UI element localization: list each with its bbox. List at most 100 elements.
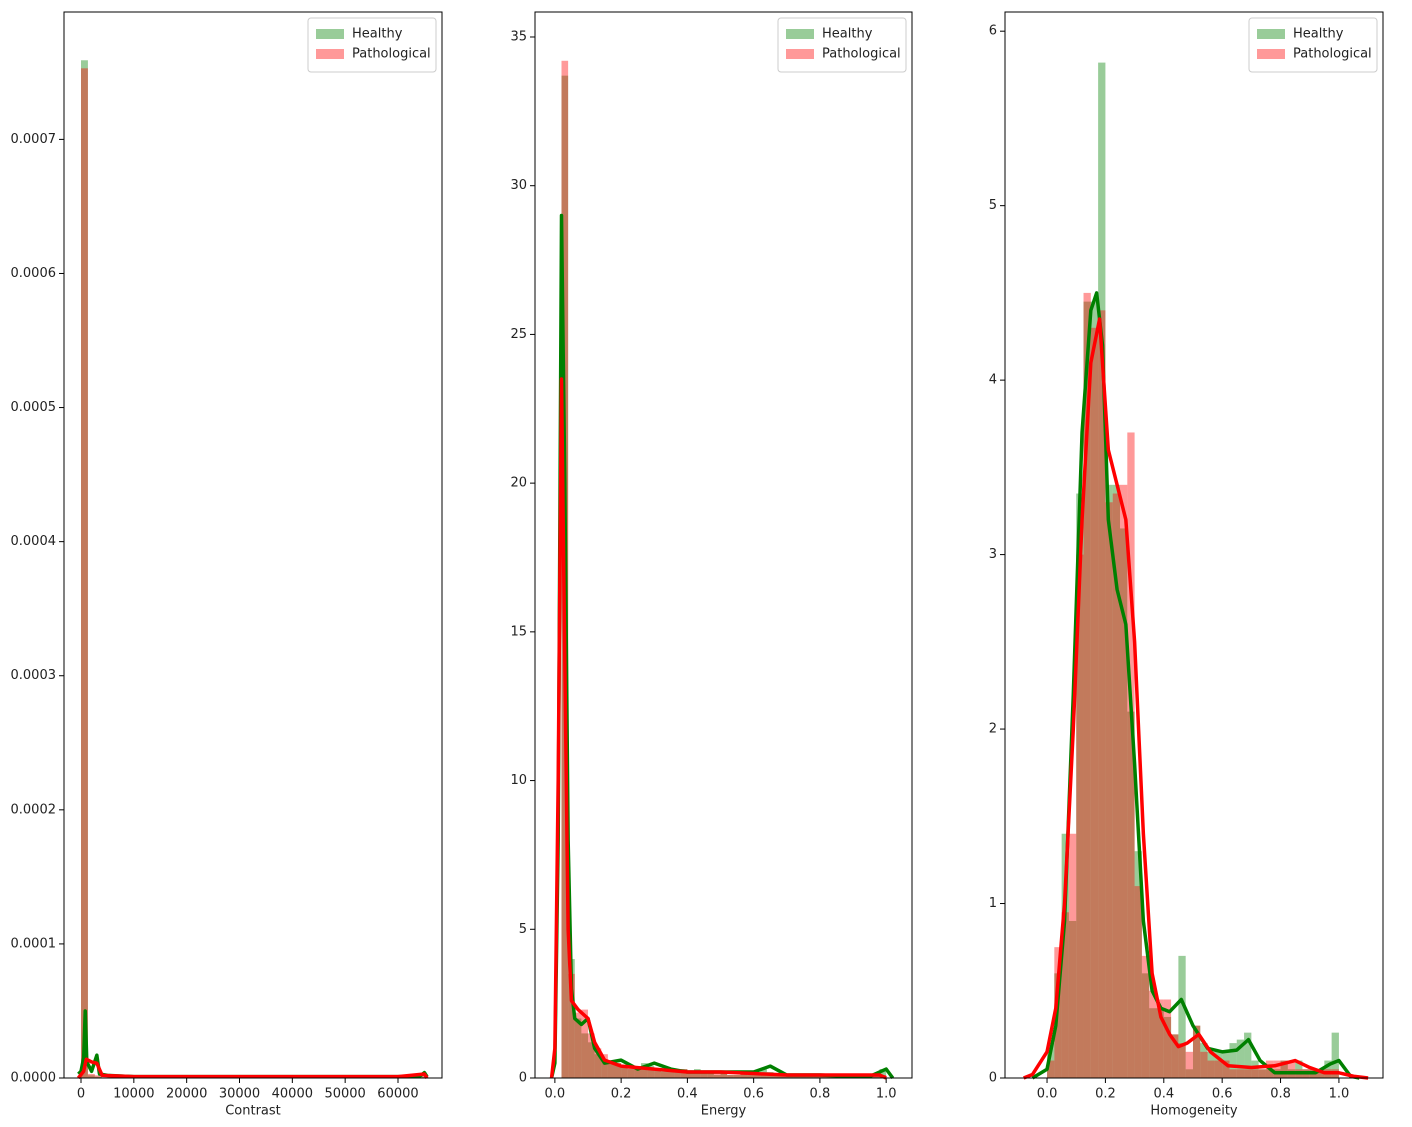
histogram-bar: [740, 1072, 748, 1078]
histogram-bar: [1054, 973, 1062, 1078]
y-tick-label: 5: [519, 922, 527, 937]
histogram-bar: [1090, 301, 1099, 1078]
histogram-bar: [87, 1075, 95, 1078]
histogram-bar: [1061, 912, 1069, 1078]
x-tick-label: 0.6: [743, 1087, 764, 1102]
histogram-bar: [660, 1069, 668, 1078]
histogram-bar: [568, 959, 575, 1078]
histogram-bar: [614, 1063, 622, 1078]
histogram-bar: [1068, 833, 1077, 1078]
histogram-bar: [1112, 484, 1121, 1079]
histogram-bar: [1178, 955, 1186, 1078]
x-tick-label: 0.8: [810, 1087, 831, 1102]
histogram-bar: [1047, 1060, 1055, 1078]
histogram-bar: [87, 1073, 95, 1078]
histogram-bar: [667, 1069, 675, 1078]
y-tick-label: 0.0003: [11, 668, 57, 683]
histogram-bar: [674, 1072, 681, 1078]
histogram-bar: [1047, 1043, 1055, 1078]
histogram-bar: [420, 1075, 428, 1078]
histogram-bar: [660, 1072, 668, 1078]
histogram-bar: [607, 1063, 615, 1078]
histogram-bar: [687, 1072, 695, 1078]
histogram-bar: [1185, 1051, 1193, 1078]
x-tick-label: 60000: [377, 1087, 418, 1102]
legend-label: Pathological: [1293, 47, 1372, 62]
histogram-bar: [568, 973, 575, 1078]
y-tick-label: 3: [989, 547, 997, 562]
histogram-bar: [1192, 1025, 1201, 1078]
histogram-bar: [1207, 1060, 1215, 1078]
histogram-bar: [1127, 711, 1135, 1078]
axes-frame: [63, 11, 443, 1079]
histogram-bar: [654, 1069, 661, 1078]
y-tick-label: 35: [510, 29, 527, 44]
histogram-bar: [1105, 502, 1113, 1078]
y-tick-label: 0.0004: [11, 534, 57, 549]
x-axis-label: Energy: [701, 1104, 747, 1119]
histogram-bar: [641, 1063, 648, 1078]
x-tick-label: 0.8: [1270, 1087, 1291, 1102]
legend-label: Pathological: [352, 47, 431, 62]
histogram-bar: [1098, 310, 1106, 1078]
histogram-bar: [727, 1075, 734, 1078]
histogram-bar: [1090, 327, 1099, 1078]
histogram-bar: [574, 1012, 582, 1078]
histogram-bar: [713, 1072, 721, 1078]
histogram-bar: [94, 1076, 102, 1078]
histogram-bar: [1098, 62, 1106, 1078]
histogram-bar: [420, 1076, 428, 1078]
histogram-bar: [607, 1060, 615, 1078]
histogram-bar: [1244, 1069, 1252, 1078]
y-tick-label: 0: [519, 1071, 527, 1086]
histogram-bar: [1149, 1008, 1157, 1078]
histogram-bar: [1273, 1060, 1281, 1078]
x-tick-label: 1.0: [876, 1087, 897, 1102]
histogram-bar: [687, 1072, 695, 1078]
histogram-bar: [94, 1075, 102, 1078]
histogram-bar: [1229, 1069, 1237, 1078]
y-tick-label: 2: [989, 722, 997, 737]
y-tick-label: 0.0006: [11, 266, 57, 281]
histogram-bar: [760, 1075, 767, 1078]
histogram-bar: [1120, 484, 1128, 1079]
x-tick-label: 0.0: [545, 1087, 566, 1102]
histogram-bar: [720, 1072, 728, 1078]
histogram-bar: [1258, 1069, 1266, 1078]
x-tick-label: 0.2: [611, 1087, 632, 1102]
histogram-bar: [713, 1075, 721, 1078]
histogram-bar: [621, 1066, 628, 1078]
histogram-bar: [694, 1072, 701, 1078]
histogram-bar: [594, 1048, 602, 1078]
subplot: 0.0000 0.0001 0.0002 0.0003 0.0004 0.0005 0.00…: [11, 11, 443, 1119]
histogram-bar: [1214, 1060, 1223, 1078]
x-tick-label: 30000: [219, 1087, 260, 1102]
histogram-bar: [588, 1042, 595, 1078]
kde-line: [76, 1057, 429, 1080]
histogram-bar: [700, 1072, 708, 1078]
histogram-bar: [1141, 973, 1150, 1078]
x-tick-label: 20000: [166, 1087, 207, 1102]
histogram-bar: [707, 1072, 714, 1078]
histogram-bar: [1324, 1060, 1332, 1078]
histogram-bar: [680, 1069, 688, 1078]
legend-swatch: [1257, 49, 1285, 59]
histogram-bar: [1127, 432, 1135, 1078]
axes-frame: [534, 11, 913, 1079]
histogram-bar: [1076, 554, 1084, 1078]
legend-swatch: [316, 49, 344, 59]
histogram-bar: [1112, 493, 1121, 1078]
y-tick-label: 30: [510, 178, 527, 193]
histogram-bar: [588, 1033, 595, 1078]
y-tick-label: 5: [989, 198, 997, 213]
histogram-bar: [1258, 1069, 1266, 1078]
x-tick-label: 1.0: [1329, 1087, 1350, 1102]
histogram-bar: [1200, 1043, 1208, 1078]
histogram-bar: [1229, 1043, 1237, 1078]
histogram-bar: [1265, 1069, 1274, 1078]
histogram-bar: [581, 1009, 589, 1078]
histogram-bar: [1207, 1051, 1215, 1078]
histogram-bar: [1295, 1060, 1303, 1078]
y-tick-label: 1: [989, 896, 997, 911]
histogram-bar: [1251, 1060, 1259, 1078]
